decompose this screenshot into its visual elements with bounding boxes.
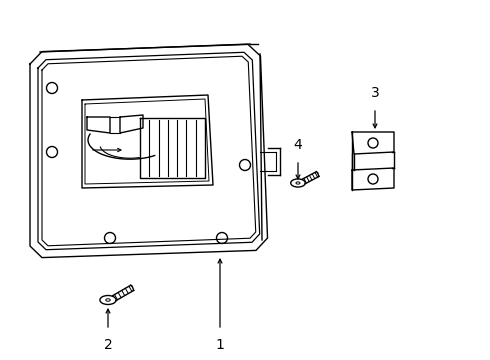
Ellipse shape [291, 179, 305, 187]
Ellipse shape [100, 296, 116, 305]
Text: 4: 4 [294, 138, 302, 152]
Text: 2: 2 [103, 338, 112, 352]
Text: 3: 3 [370, 86, 379, 100]
Text: 1: 1 [216, 338, 224, 352]
